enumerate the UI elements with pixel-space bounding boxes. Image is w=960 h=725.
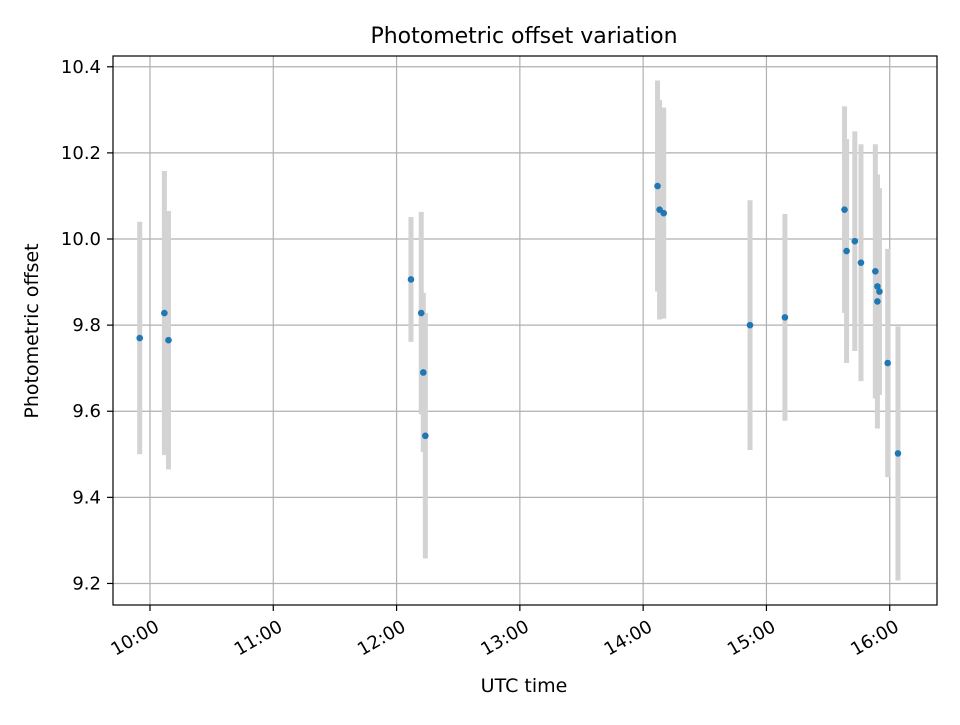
point-layer — [136, 182, 902, 457]
y-tick-label: 9.6 — [72, 401, 101, 422]
x-tick-label: 11:00 — [231, 616, 286, 660]
data-point — [136, 334, 144, 342]
data-point — [161, 309, 168, 317]
chart-title: Photometric offset variation — [370, 24, 677, 49]
y-tick-label: 10.0 — [61, 229, 101, 250]
plot-frame — [112, 55, 938, 606]
data-point — [874, 298, 881, 305]
data-point — [417, 309, 425, 317]
x-tick-label: 14:00 — [601, 616, 656, 660]
tick-layer: 10:00 11:00 12:00 13:00 14:00 15:00 16:00 9.2 9.… — [61, 57, 903, 661]
y-tick-label: 9.8 — [72, 315, 101, 336]
data-point — [874, 283, 881, 290]
data-point — [872, 267, 879, 275]
y-tick-label: 9.2 — [72, 573, 101, 594]
y-tick-label: 10.2 — [61, 143, 101, 164]
data-point — [654, 182, 661, 190]
data-point — [422, 432, 429, 440]
y-tick-label: 10.4 — [61, 57, 101, 78]
data-point — [884, 359, 891, 367]
x-tick-label: 15:00 — [724, 616, 779, 660]
errorbar-layer — [137, 80, 901, 581]
data-point — [851, 237, 859, 245]
data-point — [857, 259, 865, 266]
y-axis-label: Photometric offset — [21, 243, 43, 418]
data-point — [876, 288, 883, 295]
data-point — [407, 276, 415, 283]
data-point — [843, 247, 850, 255]
data-point — [894, 450, 902, 457]
data-point — [419, 369, 427, 376]
data-point — [746, 321, 754, 329]
x-tick-label: 12:00 — [354, 616, 409, 660]
data-point — [781, 314, 789, 321]
data-point — [165, 336, 172, 344]
y-tick-label: 9.4 — [72, 487, 101, 508]
data-point — [660, 209, 668, 217]
x-tick-label: 16:00 — [847, 616, 902, 660]
x-tick-label: 13:00 — [477, 616, 532, 660]
grid-layer — [113, 56, 937, 605]
data-point — [841, 206, 848, 214]
x-axis-label: UTC time — [481, 675, 568, 697]
x-tick-label: 10:00 — [107, 616, 162, 660]
